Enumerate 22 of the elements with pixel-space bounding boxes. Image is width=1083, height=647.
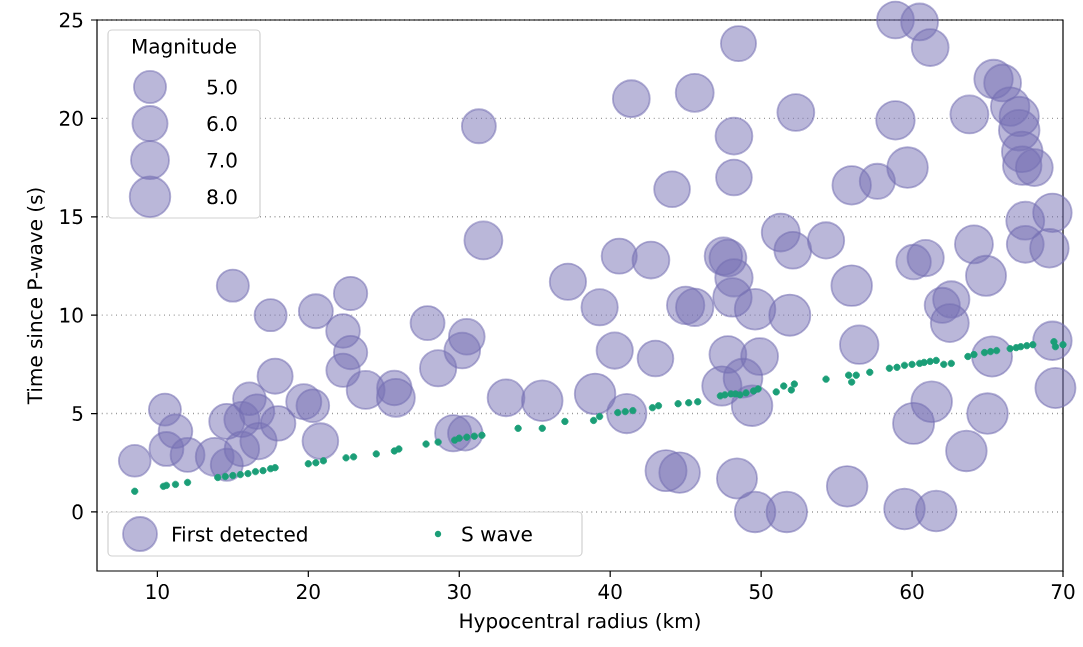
x-tick-label: 20 — [297, 584, 320, 600]
y-tick-label: 25 — [59, 12, 83, 28]
x-tick-label: 60 — [900, 584, 924, 600]
y-tick-label: 20 — [59, 110, 83, 126]
x-tick-label: 40 — [598, 584, 622, 600]
x-axis-title: Hypocentral radius (km) — [460, 612, 700, 633]
legend-label: 5.0 — [207, 79, 237, 95]
legend-label: 6.0 — [207, 116, 237, 132]
legend-title: Magnitude — [133, 38, 236, 58]
y-tick-label: 5 — [72, 406, 83, 421]
x-tick-label: 50 — [749, 584, 773, 600]
y-axis-title: Time since P-wave (s) — [26, 188, 45, 405]
x-tick-label: 70 — [1051, 584, 1075, 600]
legend-label: First detected — [173, 526, 307, 542]
y-tick-label: 10 — [60, 307, 83, 323]
legend-label: 8.0 — [207, 189, 237, 205]
y-tick-label: 0 — [72, 504, 83, 520]
x-tick-label: 30 — [448, 584, 471, 600]
legend-label: S wave — [462, 526, 532, 542]
x-tick-label: 10 — [146, 584, 169, 600]
y-tick-label: 15 — [60, 209, 83, 225]
legend-label: 7.0 — [207, 152, 237, 168]
